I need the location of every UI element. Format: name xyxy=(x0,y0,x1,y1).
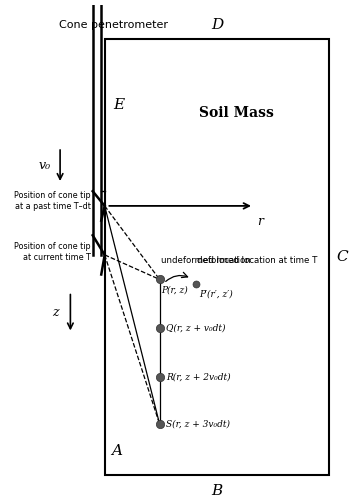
Bar xyxy=(105,40,329,476)
Text: Position of cone tip
at current time T: Position of cone tip at current time T xyxy=(14,242,91,262)
Text: undeformed location: undeformed location xyxy=(161,256,251,264)
Text: z: z xyxy=(52,306,58,319)
Text: E: E xyxy=(113,98,124,112)
Text: B: B xyxy=(211,484,223,498)
Text: C: C xyxy=(336,250,348,264)
Text: v₀: v₀ xyxy=(38,159,51,172)
Text: P(r, z): P(r, z) xyxy=(161,286,188,294)
Text: A: A xyxy=(112,444,122,458)
Text: S(r, z + 3v₀dt): S(r, z + 3v₀dt) xyxy=(166,420,230,428)
Text: Q(r, z + v₀dt): Q(r, z + v₀dt) xyxy=(166,324,225,333)
Text: Soil Mass: Soil Mass xyxy=(199,106,274,120)
Text: Cone penetrometer: Cone penetrometer xyxy=(59,20,168,30)
Text: R(r, z + 2v₀dt): R(r, z + 2v₀dt) xyxy=(166,373,230,382)
Text: deformed location at time T: deformed location at time T xyxy=(197,256,318,264)
Text: D: D xyxy=(211,18,223,32)
Text: Position of cone tip
at a past time T–dt: Position of cone tip at a past time T–dt xyxy=(14,191,91,211)
Text: r: r xyxy=(257,214,263,228)
Text: P′(r′, z′): P′(r′, z′) xyxy=(199,289,233,298)
